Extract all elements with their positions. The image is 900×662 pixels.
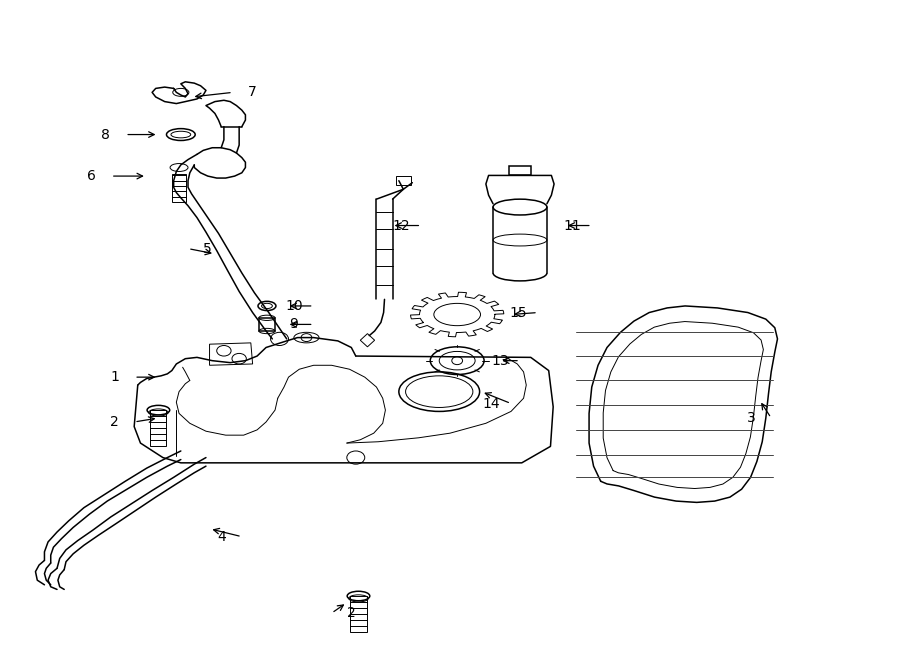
Bar xyxy=(150,410,166,446)
Text: 10: 10 xyxy=(285,299,302,313)
Text: 2: 2 xyxy=(110,415,119,429)
Text: 4: 4 xyxy=(218,530,227,544)
Text: 12: 12 xyxy=(392,218,410,232)
Text: 13: 13 xyxy=(491,354,509,367)
Circle shape xyxy=(452,357,463,365)
Bar xyxy=(259,318,275,331)
Text: 2: 2 xyxy=(346,606,356,620)
Text: 14: 14 xyxy=(482,397,500,410)
Bar xyxy=(350,596,366,632)
Text: 9: 9 xyxy=(290,317,298,332)
Text: 7: 7 xyxy=(248,85,257,99)
Text: 11: 11 xyxy=(563,218,580,232)
Text: 1: 1 xyxy=(110,370,119,384)
Bar xyxy=(172,174,186,202)
Text: 8: 8 xyxy=(101,128,110,142)
Text: 15: 15 xyxy=(509,306,527,320)
Text: 3: 3 xyxy=(747,411,756,425)
Text: 6: 6 xyxy=(86,169,95,183)
Text: 5: 5 xyxy=(203,242,212,256)
